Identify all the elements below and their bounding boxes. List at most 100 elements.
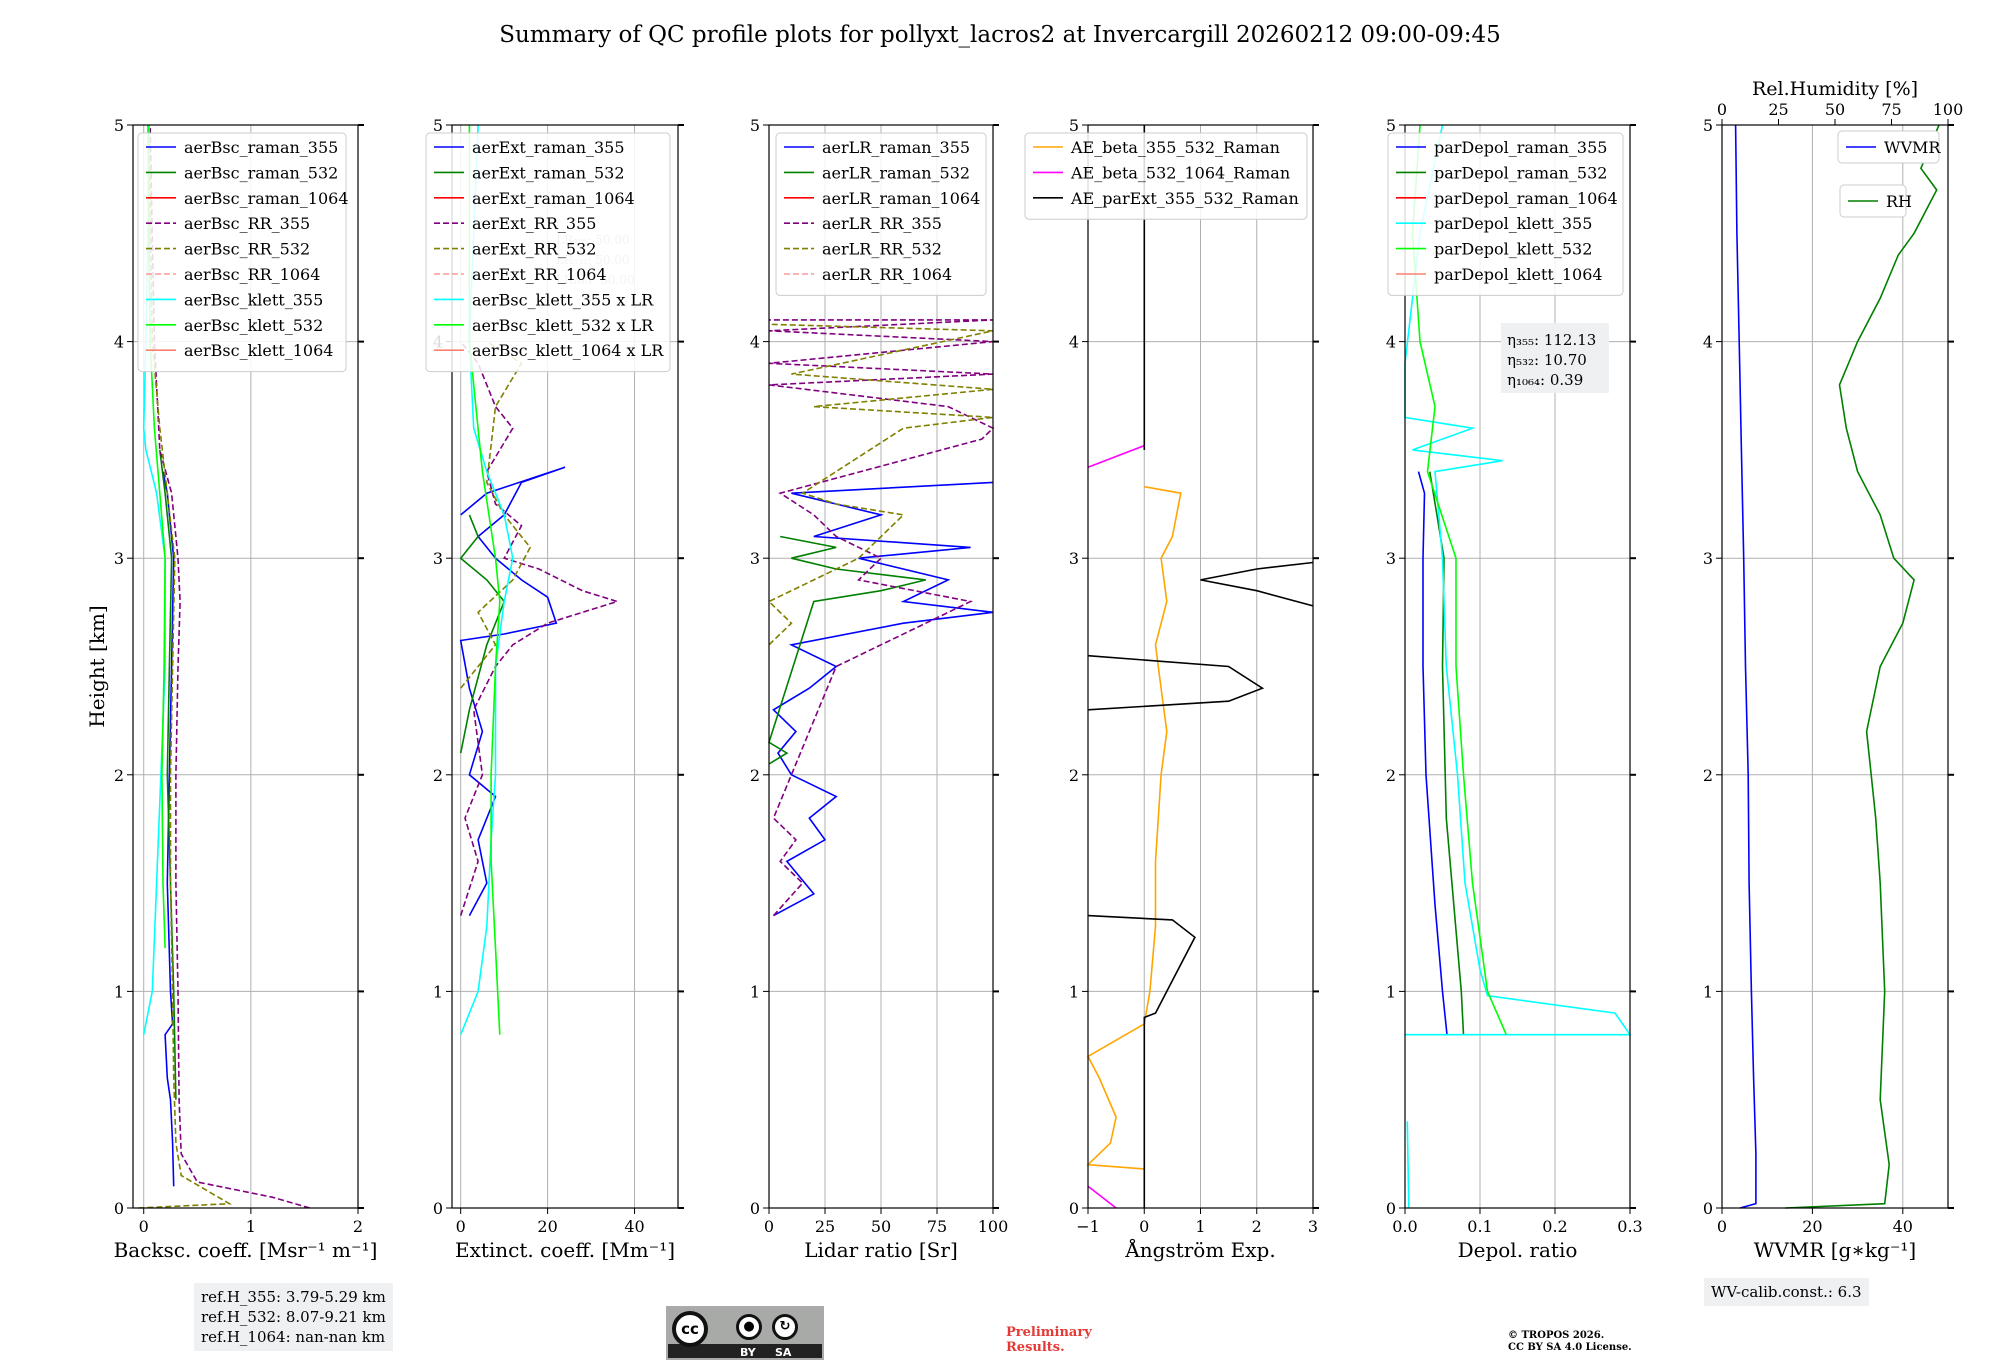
y-tick-label: 3	[114, 549, 124, 568]
y-tick-label: 4	[1386, 333, 1396, 352]
series-line	[768, 535, 926, 765]
series-line	[1429, 471, 1465, 1035]
y-tick-label: 1	[1386, 982, 1396, 1001]
series-line	[459, 514, 506, 754]
wv-calib-box: WV-calib.const.: 6.3	[1704, 1278, 1869, 1306]
x-tick-label: 25	[815, 1217, 835, 1236]
legend-label: aerBsc_klett_532 x LR	[472, 316, 654, 335]
legend-label: aerLR_raman_355	[822, 138, 970, 157]
preliminary-line-2: Results.	[1006, 1340, 1065, 1355]
cc-license-badge: cc ● ↻ BY SA	[666, 1306, 824, 1360]
legend-label: AE_parExt_355_532_Raman	[1070, 189, 1299, 208]
y-tick-label: 5	[1069, 116, 1079, 135]
legend-label: aerExt_raman_355	[472, 138, 625, 157]
annotation-text: η₃₅₅: 112.13	[1507, 331, 1596, 349]
top-x-tick-label: 100	[1933, 100, 1964, 119]
legend-label: parDepol_klett_355	[1434, 214, 1592, 233]
legend-label: parDepol_raman_1064	[1434, 189, 1618, 208]
x-tick-label: 0	[1717, 1217, 1727, 1236]
y-tick-label: 0	[1069, 1199, 1079, 1218]
y-tick-label: 2	[1069, 766, 1079, 785]
legend-box	[425, 132, 671, 373]
series-line	[1087, 654, 1265, 711]
axes-frame	[132, 124, 359, 1209]
x-tick-label: 3	[1308, 1217, 1318, 1236]
annotation-box	[1501, 323, 1609, 393]
preliminary-line-1: Preliminary	[1006, 1325, 1092, 1340]
legend-label: aerBsc_RR_532	[184, 240, 310, 259]
legend-label: WVMR	[1884, 138, 1941, 157]
top-x-tick-label: 75	[1881, 100, 1901, 119]
x-tick-label: 40	[1893, 1217, 1913, 1236]
sa-label: SA	[775, 1346, 792, 1359]
y-tick-label: 2	[1703, 766, 1713, 785]
figure-title: Summary of QC profile plots for pollyxt_…	[499, 22, 1501, 48]
x-tick-label: 1	[1195, 1217, 1205, 1236]
legend-box	[1837, 130, 1940, 164]
y-tick-label: 0	[1386, 1199, 1396, 1218]
axes-frame	[1404, 124, 1631, 1209]
axes-frame	[1721, 124, 1949, 1209]
legend-label: aerBsc_raman_355	[184, 138, 338, 157]
x-tick-label: 0.3	[1617, 1217, 1642, 1236]
y-tick-label: 0	[433, 1199, 443, 1218]
preliminary-note: Preliminary Results.	[1006, 1325, 1092, 1355]
top-x-tick-label: 50	[1825, 100, 1845, 119]
series-line	[1200, 561, 1314, 607]
series-line	[1087, 444, 1145, 468]
copyright-note: © TROPOS 2026. CC BY SA 4.0 License.	[1508, 1330, 1632, 1354]
y-tick-label: 1	[750, 982, 760, 1001]
x-tick-label: 75	[927, 1217, 947, 1236]
legend-label: aerBsc_klett_532	[184, 316, 323, 335]
x-tick-label: −1	[1076, 1217, 1100, 1236]
x-tick-label: 20	[537, 1217, 557, 1236]
y-tick-label: 2	[433, 766, 443, 785]
x-tick-label: 2	[1252, 1217, 1262, 1236]
x-tick-label: 0	[456, 1217, 466, 1236]
y-tick-label: 1	[114, 982, 124, 1001]
series-line	[767, 323, 994, 646]
legend-box	[775, 132, 987, 296]
legend-box	[137, 132, 347, 373]
legend-label: parDepol_raman_355	[1434, 138, 1607, 157]
y-tick-label: 4	[114, 333, 124, 352]
y-tick-label: 0	[114, 1199, 124, 1218]
y-tick-label: 2	[114, 766, 124, 785]
legend-label: AE_beta_355_532_Raman	[1070, 138, 1280, 157]
panel-lr: 0 25 50 75 100 0 1 2 3 4 5 aerLR_raman_355 aerLR_ram…	[750, 116, 1008, 1262]
axes-frame	[451, 124, 679, 1209]
series-line	[1785, 124, 1940, 1209]
y-tick-label: 1	[1703, 982, 1713, 1001]
series-line	[460, 340, 532, 689]
y-tick-label: 3	[433, 549, 443, 568]
top-x-tick-label: 0	[1717, 100, 1727, 119]
series-line	[1734, 124, 1757, 1209]
legend-label: aerExt_RR_355	[472, 214, 596, 233]
legend-label: aerBsc_klett_1064	[184, 341, 333, 360]
legend-label: AE_beta_532_1064_Raman	[1070, 163, 1290, 182]
y-tick-label: 5	[750, 116, 760, 135]
series-line	[1411, 124, 1508, 1036]
series-line	[159, 449, 177, 1100]
panel-depol: 0.0 0.1 0.2 0.3 0 1 2 3 4 5 η₃₅₅: 112.13 η₅₃₂: 10.7…	[1386, 116, 1643, 1262]
series-line	[768, 319, 995, 917]
legend-label: aerLR_raman_532	[822, 163, 970, 182]
y-tick-label: 5	[114, 116, 124, 135]
legend-label: aerLR_RR_1064	[822, 265, 952, 284]
by-label: BY	[740, 1346, 756, 1359]
legend-label: aerExt_raman_1064	[472, 189, 635, 208]
legend-label: aerBsc_RR_355	[184, 214, 310, 233]
x-axis-label: Depol. ratio	[1458, 1238, 1578, 1262]
series-line	[459, 466, 566, 916]
y-axis-label: Height [km]	[85, 605, 109, 727]
y-tick-label: 2	[1386, 766, 1396, 785]
legend-label: parDepol_raman_532	[1434, 163, 1607, 182]
legend-label: RH	[1886, 192, 1912, 211]
y-tick-label: 0	[750, 1199, 760, 1218]
y-tick-label: 4	[1703, 333, 1713, 352]
series-line	[459, 341, 620, 916]
copyright-line-1: © TROPOS 2026.	[1508, 1330, 1605, 1341]
x-axis-label: Lidar ratio [Sr]	[804, 1238, 958, 1262]
x-tick-label: 0	[1139, 1217, 1149, 1236]
y-tick-label: 5	[1386, 116, 1396, 135]
